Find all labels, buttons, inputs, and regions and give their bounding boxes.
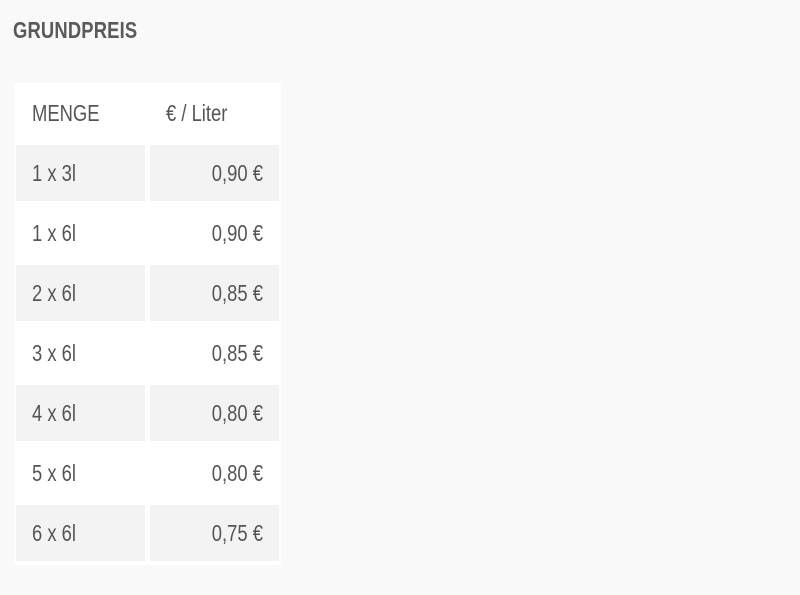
- menge-value: 1 x 6l: [32, 219, 76, 246]
- cell-menge: 1 x 6l: [16, 205, 145, 261]
- section-title: GRUNDPREIS: [13, 17, 138, 43]
- cell-price: 0,90 €: [150, 205, 279, 261]
- menge-value: 5 x 6l: [32, 459, 76, 486]
- header-label: € / Liter: [166, 99, 228, 126]
- table-row: 2 x 6l 0,85 €: [16, 263, 279, 323]
- table-row: 4 x 6l 0,80 €: [16, 383, 279, 443]
- price-value: 0,85 €: [211, 279, 263, 306]
- price-value: 0,80 €: [211, 459, 263, 486]
- price-value: 0,90 €: [211, 159, 263, 186]
- cell-menge: 3 x 6l: [16, 325, 145, 381]
- table-row: 1 x 6l 0,90 €: [16, 203, 279, 263]
- price-value: 0,80 €: [211, 399, 263, 426]
- price-table: MENGE € / Liter 1 x 3l 0,90 € 1 x 6l 0,90 €…: [14, 83, 281, 565]
- menge-value: 1 x 3l: [32, 159, 76, 186]
- cell-menge: 5 x 6l: [16, 445, 145, 501]
- table-row: 1 x 3l 0,90 €: [16, 143, 279, 203]
- table-row: 5 x 6l 0,80 €: [16, 443, 279, 503]
- cell-price: 0,75 €: [150, 505, 279, 561]
- cell-price: 0,80 €: [150, 385, 279, 441]
- table-row: 3 x 6l 0,85 €: [16, 323, 279, 383]
- header-label: MENGE: [32, 99, 100, 126]
- price-value: 0,85 €: [211, 339, 263, 366]
- table-header-row: MENGE € / Liter: [16, 83, 279, 143]
- table-row: 6 x 6l 0,75 €: [16, 503, 279, 563]
- cell-price: 0,85 €: [150, 325, 279, 381]
- menge-value: 6 x 6l: [32, 519, 76, 546]
- header-price-per-liter: € / Liter: [150, 83, 279, 143]
- cell-price: 0,80 €: [150, 445, 279, 501]
- price-value: 0,75 €: [211, 519, 263, 546]
- menge-value: 4 x 6l: [32, 399, 76, 426]
- cell-price: 0,90 €: [150, 145, 279, 201]
- cell-menge: 2 x 6l: [16, 265, 145, 321]
- price-value: 0,90 €: [211, 219, 263, 246]
- cell-menge: 4 x 6l: [16, 385, 145, 441]
- cell-menge: 1 x 3l: [16, 145, 145, 201]
- menge-value: 3 x 6l: [32, 339, 76, 366]
- header-menge: MENGE: [16, 83, 145, 143]
- menge-value: 2 x 6l: [32, 279, 76, 306]
- cell-price: 0,85 €: [150, 265, 279, 321]
- cell-menge: 6 x 6l: [16, 505, 145, 561]
